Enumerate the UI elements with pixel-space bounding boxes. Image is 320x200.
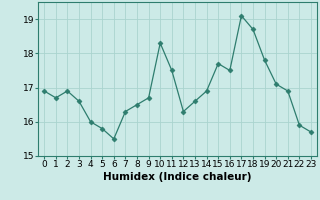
- X-axis label: Humidex (Indice chaleur): Humidex (Indice chaleur): [103, 172, 252, 182]
